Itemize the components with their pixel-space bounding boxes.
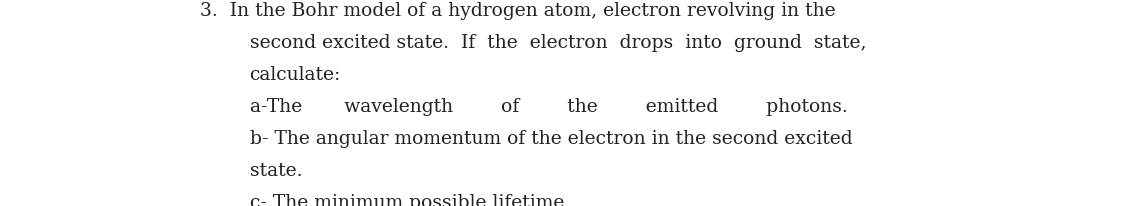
Text: a-The       wavelength        of        the        emitted        photons.: a-The wavelength of the emitted photons. <box>250 98 847 116</box>
Text: b- The angular momentum of the electron in the second excited: b- The angular momentum of the electron … <box>250 130 852 148</box>
Text: state.: state. <box>250 162 302 180</box>
Text: calculate:: calculate: <box>250 66 341 84</box>
Text: second excited state.  If  the  electron  drops  into  ground  state,: second excited state. If the electron dr… <box>250 34 865 52</box>
Text: c- The minimum possible lifetime.: c- The minimum possible lifetime. <box>250 194 570 206</box>
Text: 3.  In the Bohr model of a hydrogen atom, electron revolving in the: 3. In the Bohr model of a hydrogen atom,… <box>200 2 836 20</box>
